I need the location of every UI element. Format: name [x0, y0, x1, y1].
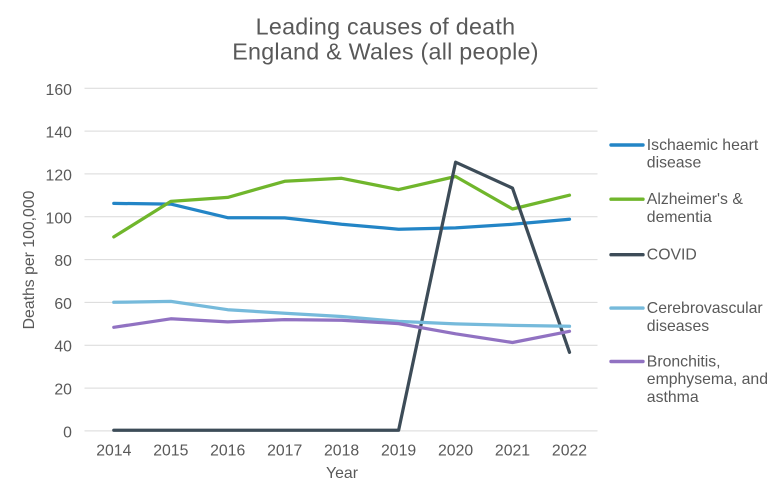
svg-text:2019: 2019 [381, 442, 416, 459]
svg-text:dementia: dementia [647, 209, 712, 226]
svg-text:Cerebrovascular: Cerebrovascular [647, 300, 763, 317]
svg-text:2017: 2017 [267, 442, 302, 459]
svg-text:100: 100 [46, 210, 73, 227]
svg-text:Year: Year [326, 465, 358, 482]
svg-text:COVID: COVID [647, 247, 697, 264]
svg-text:2015: 2015 [153, 442, 188, 459]
svg-text:2020: 2020 [438, 442, 473, 459]
svg-text:2014: 2014 [96, 442, 131, 459]
svg-text:emphysema, and: emphysema, and [647, 371, 768, 388]
svg-text:Ischaemic heart: Ischaemic heart [647, 137, 759, 154]
svg-text:disease: disease [647, 155, 702, 172]
svg-text:2022: 2022 [552, 442, 587, 459]
svg-text:asthma: asthma [647, 389, 699, 406]
svg-text:2021: 2021 [495, 442, 530, 459]
svg-text:120: 120 [46, 167, 73, 184]
svg-text:2018: 2018 [324, 442, 359, 459]
svg-text:Deaths per 100,000: Deaths per 100,000 [21, 190, 38, 329]
svg-text:England & Wales (all people): England & Wales (all people) [232, 39, 539, 65]
svg-text:Bronchitis,: Bronchitis, [647, 354, 721, 371]
svg-text:Leading causes of death: Leading causes of death [256, 14, 516, 40]
svg-text:80: 80 [54, 253, 72, 270]
svg-text:40: 40 [54, 339, 72, 356]
svg-text:160: 160 [46, 82, 73, 99]
svg-text:Alzheimer's &: Alzheimer's & [647, 191, 744, 208]
svg-text:20: 20 [54, 382, 72, 399]
svg-text:2016: 2016 [210, 442, 245, 459]
svg-text:60: 60 [54, 296, 72, 313]
svg-text:diseases: diseases [647, 318, 709, 335]
svg-text:0: 0 [63, 424, 72, 441]
svg-text:140: 140 [46, 125, 73, 142]
